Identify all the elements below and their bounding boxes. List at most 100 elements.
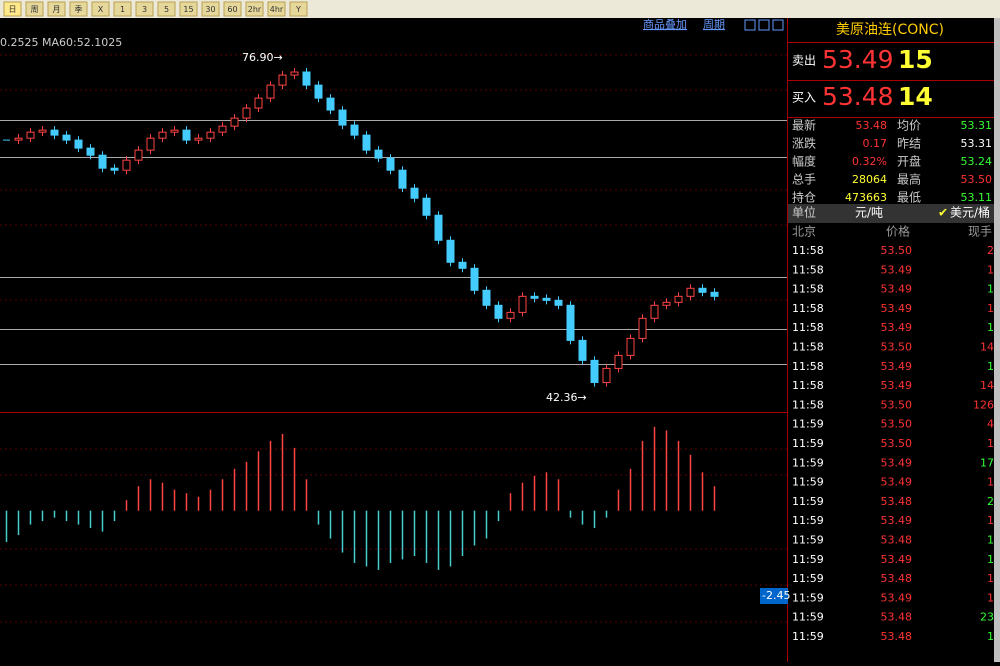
stat-label: 最低 bbox=[897, 191, 921, 205]
candle bbox=[410, 187, 419, 199]
candle bbox=[614, 354, 623, 369]
toolbar-button[interactable] bbox=[157, 1, 176, 17]
trade-price: 53.49 bbox=[881, 379, 913, 392]
candle bbox=[326, 97, 335, 111]
trade-time: 11:58 bbox=[792, 379, 824, 392]
toolbar-button[interactable] bbox=[91, 1, 110, 17]
trade-price: 53.49 bbox=[881, 263, 913, 276]
scrollbar[interactable] bbox=[994, 18, 1000, 662]
candle bbox=[494, 304, 503, 319]
stat-value: 53.24 bbox=[961, 155, 993, 168]
unit-label: 单位 bbox=[792, 205, 816, 220]
candle bbox=[134, 149, 143, 161]
candle bbox=[458, 261, 467, 269]
candle bbox=[170, 129, 179, 133]
trade-time: 11:58 bbox=[792, 263, 824, 276]
trade-price: 53.48 bbox=[881, 630, 913, 643]
stat-label: 幅度 bbox=[792, 154, 816, 169]
candle bbox=[146, 137, 155, 151]
unit-option[interactable]: 元/吨 bbox=[855, 206, 883, 220]
candle bbox=[374, 149, 383, 159]
stat-label: 开盘 bbox=[897, 154, 921, 169]
trade-price: 53.50 bbox=[881, 418, 913, 431]
toolbar-button[interactable] bbox=[223, 1, 242, 17]
candle bbox=[62, 134, 71, 141]
stat-value: 53.31 bbox=[961, 137, 993, 150]
unit-option[interactable]: 美元/桶 bbox=[950, 205, 990, 220]
window-buttons[interactable] bbox=[744, 19, 784, 31]
toolbar-button[interactable] bbox=[69, 1, 88, 17]
candle bbox=[674, 295, 683, 303]
toolbar-button[interactable] bbox=[47, 1, 66, 17]
toolbar-button[interactable] bbox=[201, 1, 220, 17]
toolbar-button-label[interactable]: 1 bbox=[120, 5, 125, 14]
toolbar-button[interactable] bbox=[3, 1, 22, 17]
high-label: 76.90→ bbox=[242, 51, 283, 64]
quote-panel: 美原油连(CONC) 卖出 53.49 15 买入 53.48 14 单位 元/… bbox=[788, 22, 994, 223]
candle bbox=[290, 71, 299, 76]
toolbar-button-label[interactable]: 季 bbox=[75, 4, 83, 14]
candle bbox=[242, 107, 251, 119]
toolbar-button-label[interactable]: 3 bbox=[142, 5, 147, 14]
toolbar-button-label[interactable]: 日 bbox=[9, 5, 17, 14]
toolbar-button[interactable] bbox=[135, 1, 154, 17]
stat-label: 最高 bbox=[897, 172, 921, 187]
toolbar-button[interactable] bbox=[267, 1, 286, 17]
candle bbox=[338, 109, 347, 126]
candle bbox=[638, 317, 647, 339]
trade-qty: 1 bbox=[987, 534, 994, 547]
trade-price: 53.50 bbox=[881, 437, 913, 450]
candle bbox=[26, 131, 35, 139]
toolbar-button[interactable] bbox=[289, 1, 308, 17]
value-box bbox=[760, 588, 788, 604]
toolbar-button[interactable] bbox=[25, 1, 44, 17]
trade-qty: 1 bbox=[987, 321, 994, 334]
stat-label: 昨结 bbox=[897, 137, 921, 151]
stat-label: 均价 bbox=[897, 119, 921, 133]
overlay-link[interactable]: 商品叠加 bbox=[643, 17, 687, 31]
candle bbox=[86, 147, 95, 156]
toolbar-button-label[interactable]: 5 bbox=[164, 5, 169, 14]
candle bbox=[50, 129, 59, 136]
candle bbox=[446, 239, 455, 263]
trade-time: 11:59 bbox=[792, 572, 824, 585]
toolbar-button-label[interactable]: 4hr bbox=[270, 5, 284, 14]
toolbar-button-label[interactable]: 15 bbox=[183, 5, 193, 14]
toolbar-button-label[interactable]: 月 bbox=[53, 5, 61, 14]
trade-time: 11:59 bbox=[792, 534, 824, 547]
trade-time: 11:59 bbox=[792, 437, 824, 450]
candle bbox=[266, 84, 275, 99]
candle bbox=[110, 167, 119, 171]
trade-price: 53.48 bbox=[881, 572, 913, 585]
candle bbox=[38, 129, 47, 133]
candle bbox=[386, 157, 395, 171]
period-link[interactable]: 周期 bbox=[703, 18, 725, 31]
toolbar-button-label[interactable]: 30 bbox=[205, 5, 215, 14]
toolbar-button-label[interactable]: 2hr bbox=[248, 5, 262, 14]
toolbar-button-label[interactable]: Y bbox=[295, 5, 301, 14]
toolbar-button-label[interactable]: 60 bbox=[227, 5, 237, 14]
candle bbox=[218, 125, 227, 133]
trade-qty: 1 bbox=[987, 630, 994, 643]
trade-qty: 1 bbox=[987, 591, 994, 604]
trade-qty: 1 bbox=[987, 302, 994, 315]
candle bbox=[398, 169, 407, 189]
candle bbox=[254, 97, 263, 109]
toolbar-button[interactable] bbox=[179, 1, 198, 17]
trade-price: 53.49 bbox=[881, 302, 913, 315]
trade-time: 11:59 bbox=[792, 476, 824, 489]
trade-time: 11:58 bbox=[792, 244, 824, 257]
trade-price: 53.49 bbox=[881, 360, 913, 373]
trade-qty: 4 bbox=[987, 418, 994, 431]
unit-check: ✔ bbox=[938, 206, 948, 220]
toolbar-button[interactable] bbox=[113, 1, 132, 17]
trade-qty: 1 bbox=[987, 360, 994, 373]
candle bbox=[662, 301, 671, 306]
toolbar-button-label[interactable]: X bbox=[98, 5, 104, 14]
stat-value: 28064 bbox=[852, 173, 887, 186]
stat-label: 涨跌 bbox=[792, 136, 816, 151]
candle bbox=[470, 267, 479, 291]
toolbar-button[interactable] bbox=[245, 1, 264, 17]
toolbar-button-label[interactable]: 周 bbox=[31, 5, 39, 14]
